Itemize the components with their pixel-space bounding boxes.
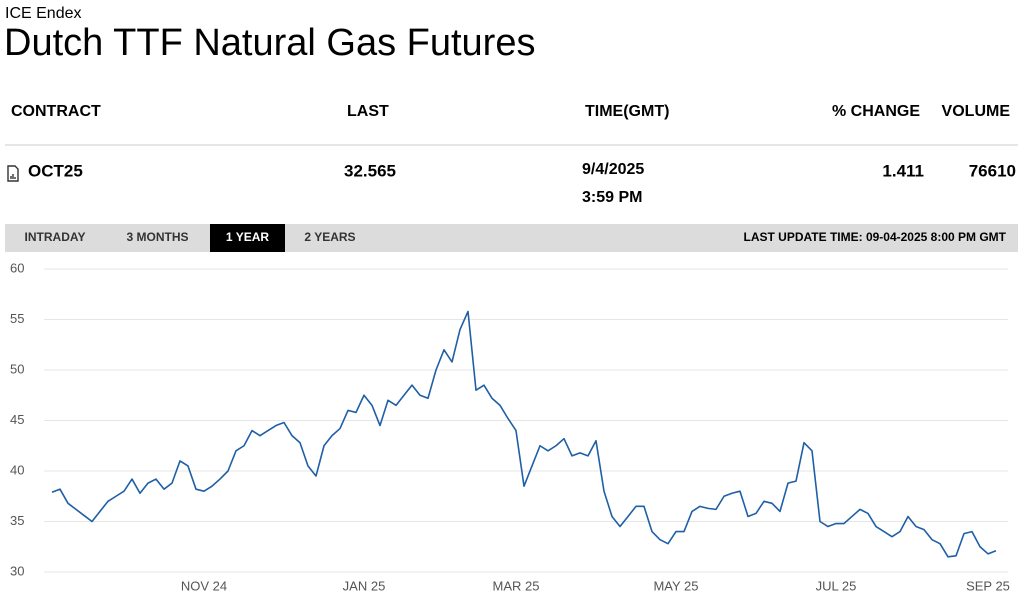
- time: 3:59 PM: [582, 189, 642, 206]
- last: 32.565: [344, 161, 396, 180]
- date: 9/4/2025: [582, 161, 644, 178]
- page-title: Dutch TTF Natural Gas Futures: [4, 22, 535, 64]
- x-tick-label: NOV 24: [181, 578, 227, 593]
- y-tick-label: 45: [10, 412, 24, 427]
- x-tick-label: JAN 25: [343, 578, 386, 593]
- x-tick-label: JUL 25: [816, 578, 857, 593]
- tab[interactable]: 3 MONTHS: [126, 230, 188, 244]
- tab[interactable]: 2 YEARS: [304, 230, 355, 244]
- col-header: TIME(GMT): [585, 103, 669, 120]
- col-header: LAST: [347, 103, 389, 120]
- change: 1.411: [882, 161, 924, 180]
- doc-icon: [7, 165, 19, 182]
- tab-bar: [5, 224, 1018, 252]
- y-tick-label: 30: [10, 563, 24, 578]
- source: ICE Endex: [5, 5, 81, 22]
- contract[interactable]: OCT25: [28, 161, 83, 180]
- y-tick-label: 35: [10, 513, 24, 528]
- tab-active: [210, 224, 285, 252]
- x-tick-label: SEP 25: [966, 578, 1010, 593]
- last-update: LAST UPDATE TIME: 09-04-2025 8:00 PM GMT: [744, 230, 1007, 244]
- col-header: VOLUME: [942, 103, 1011, 120]
- x-tick-label: MAY 25: [653, 578, 698, 593]
- col-header: % CHANGE: [832, 103, 920, 120]
- price-line: [51, 310, 997, 558]
- col-header: CONTRACT: [11, 103, 101, 120]
- tab[interactable]: INTRADAY: [25, 230, 86, 244]
- y-tick-label: 55: [10, 311, 24, 326]
- y-tick-label: 40: [10, 462, 24, 477]
- y-tick-label: 50: [10, 361, 24, 376]
- x-tick-label: MAR 25: [493, 578, 540, 593]
- volume: 76610: [969, 161, 1016, 180]
- y-tick-label: 60: [10, 260, 24, 275]
- tab[interactable]: 1 YEAR: [226, 230, 269, 244]
